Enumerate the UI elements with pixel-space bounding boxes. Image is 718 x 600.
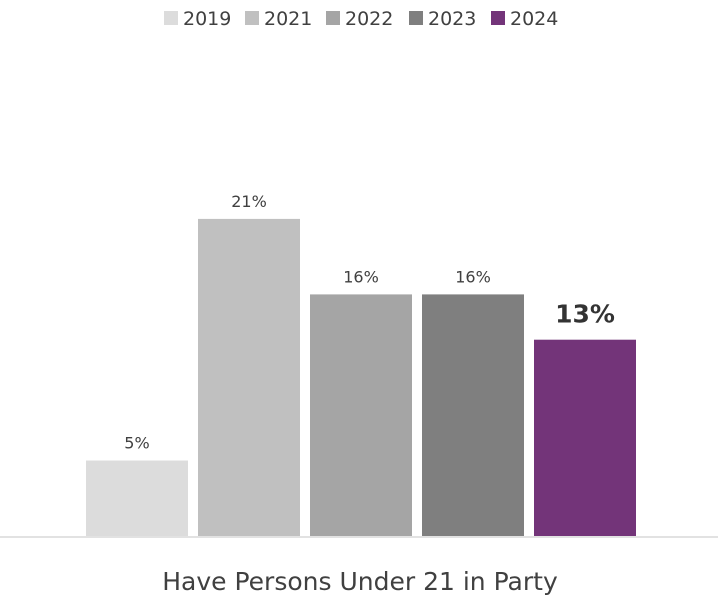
legend-label-2022: 2022 bbox=[345, 8, 393, 30]
legend-swatch-2019 bbox=[164, 11, 178, 25]
bar-2023 bbox=[422, 294, 524, 536]
bar-2021 bbox=[198, 218, 300, 536]
legend-label-2021: 2021 bbox=[264, 8, 312, 30]
legend-label-2019: 2019 bbox=[183, 8, 231, 30]
data-label-2024: 13% bbox=[555, 300, 615, 329]
data-label-2019: 5% bbox=[124, 434, 149, 453]
legend-swatch-2024 bbox=[491, 11, 505, 25]
category-label: Have Persons Under 21 in Party bbox=[162, 567, 558, 596]
bars-group bbox=[86, 218, 636, 536]
legend-swatch-2023 bbox=[409, 11, 423, 25]
data-label-2021: 21% bbox=[231, 192, 267, 211]
bar-2024 bbox=[534, 339, 636, 536]
legend-swatch-2022 bbox=[326, 11, 340, 25]
legend: 2019 2021 2022 2023 2024 bbox=[164, 8, 558, 30]
bar-2019 bbox=[86, 460, 188, 536]
legend-label-2024: 2024 bbox=[510, 8, 558, 30]
data-label-2022: 16% bbox=[343, 267, 379, 286]
bar-2022 bbox=[310, 294, 412, 536]
data-labels-group: 5% 21% 16% 16% 13% bbox=[124, 192, 615, 453]
legend-swatch-2021 bbox=[245, 11, 259, 25]
legend-label-2023: 2023 bbox=[428, 8, 476, 30]
data-label-2023: 16% bbox=[455, 267, 491, 286]
